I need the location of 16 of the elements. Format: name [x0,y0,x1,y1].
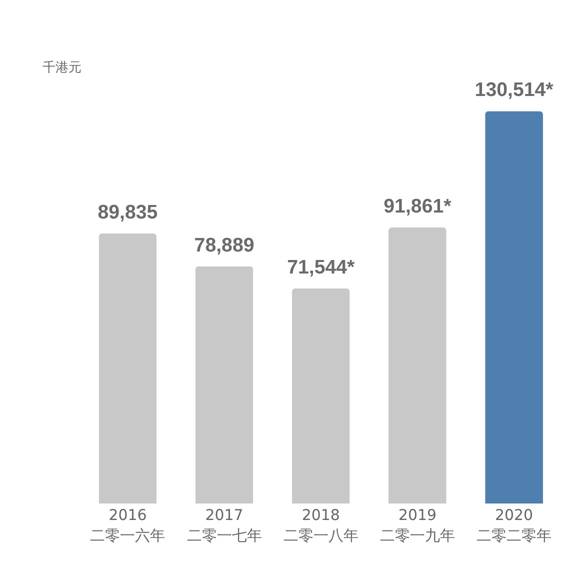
data-label: 91,861* [384,195,452,218]
x-tick-label: 2018 二零一八年 [283,506,358,544]
bar [388,227,446,504]
bar [195,266,254,504]
data-label: 71,544* [287,256,356,278]
bar [485,111,543,504]
x-tick-label: 2019 二零一九年 [380,506,455,544]
data-label: 130,514* [474,79,554,102]
bar [292,288,350,504]
data-label: 78,889 [194,234,254,256]
y-axis-title: 千港元 [42,60,82,76]
data-label: 89,835 [98,201,158,224]
bar [98,233,157,504]
x-tick-label: 2017 二零一七年 [186,506,262,544]
x-tick-label: 2016 二零一六年 [90,506,166,544]
x-tick-label: 2020 二零二零年 [476,506,552,544]
